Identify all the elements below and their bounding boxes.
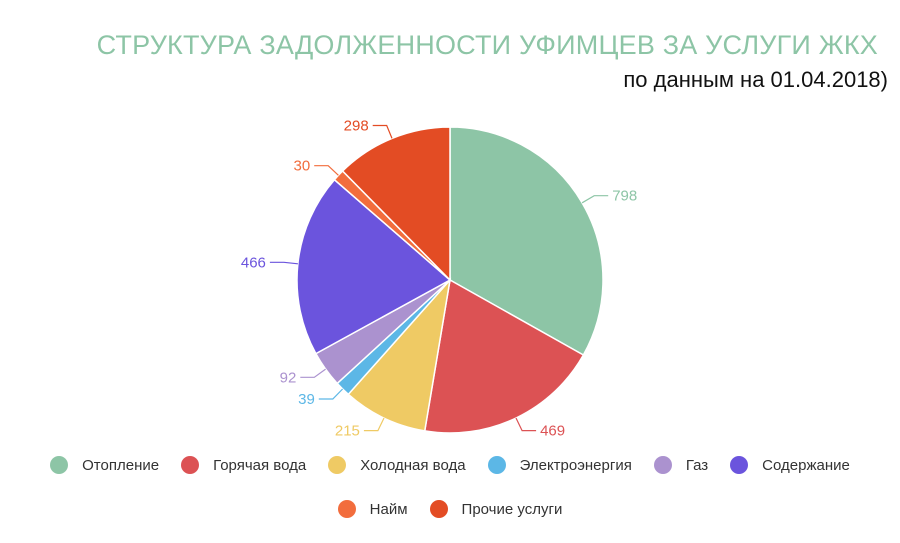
data-label-6: 466 [241,254,266,271]
legend-label-1: Отопление [82,456,160,474]
leader-line-1 [581,195,609,204]
legend-item-1: Отопление [50,456,159,474]
legend-swatch-2 [181,456,200,474]
leader-line-4 [318,388,344,400]
data-label-7: 30 [294,158,311,175]
leader-line-7 [314,165,339,176]
legend-label-3: Холодная вода [360,456,466,474]
leader-line-3 [363,417,385,432]
legend-row-1: Отопление Горячая вода Холодная вода Электр… [0,456,900,474]
legend-swatch-3 [328,456,347,474]
data-label-3: 215 [335,423,360,440]
legend-item-8: Прочие услуги [429,500,563,518]
legend-label-5: Газ [685,456,709,474]
data-label-5: 92 [280,369,297,386]
leader-line-6 [269,261,298,265]
legend-item-2: Горячая вода [181,456,306,474]
pie-slice-3 [347,277,452,432]
data-label-8: 298 [344,118,369,135]
legend-swatch-1 [50,456,69,474]
legend-label-2: Горячая вода [213,456,307,474]
legend-label-4: Электроэнергия [519,456,632,474]
leader-line-2 [515,417,537,432]
legend-item-4: Электроэнергия [487,456,632,474]
pie-slice-1 [449,126,604,357]
leader-line-8 [372,124,393,139]
legend-item-3: Холодная вода [328,456,466,474]
leader-line-5 [300,368,326,378]
legend-label-7: Найм [369,500,408,518]
data-label-4: 39 [298,391,315,408]
pie-slice-2 [423,278,585,434]
legend-swatch-6 [730,456,749,474]
chart-subtitle: по данным на 01.04.2018) [623,67,888,92]
legend-swatch-8 [429,500,448,518]
data-label-2: 469 [540,423,565,440]
legend-item-7: Найм [337,500,408,518]
pie-slice-8 [341,126,451,282]
chart-title: СТРУКТУРА ЗАДОЛЖЕННОСТИ УФИМЦЕВ ЗА УСЛУГ… [96,30,878,60]
legend-label-6: Содержание [762,456,850,474]
legend-item-5: Газ [653,456,709,474]
legend-row-2: Найм Прочие услуги [0,500,900,518]
legend-label-8: Прочие услуги [461,500,563,518]
pie-slice-6 [296,178,452,355]
data-label-1: 798 [612,188,637,205]
legend-item-6: Содержание [730,456,850,474]
legend-swatch-4 [487,456,506,474]
legend-swatch-5 [653,456,672,474]
legend-swatch-7 [337,500,356,518]
